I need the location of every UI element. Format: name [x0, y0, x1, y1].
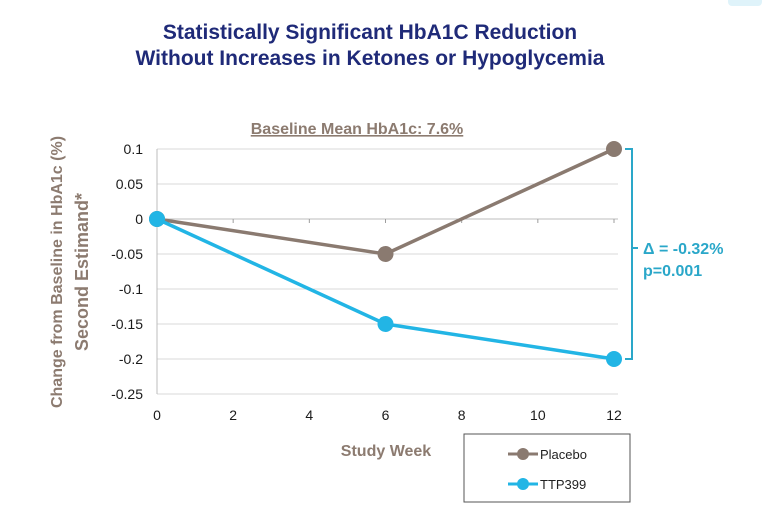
series — [149, 141, 622, 367]
y-tick-label: -0.2 — [119, 351, 143, 367]
chart-title-line-1: Statistically Significant HbA1C Reductio… — [162, 21, 578, 44]
legend-placebo-label: Placebo — [540, 447, 587, 462]
corner-decoration — [728, 0, 762, 6]
y-axis-title: Change from Baseline in HbA1c (%) — [49, 136, 66, 408]
y-axis-subtitle: Second Estimand* — [72, 193, 92, 351]
y-tick-label: 0.05 — [116, 176, 143, 192]
x-tick-label: 8 — [458, 407, 466, 423]
chart-title: Statistically Significant HbA1C Reductio… — [0, 20, 740, 72]
placebo-line — [156, 147, 615, 256]
chart-title-line-2: Without Increases in Ketones or Hypoglyc… — [135, 47, 605, 70]
y-tick-label: -0.25 — [111, 386, 143, 402]
legend-ttp399-label: TTP399 — [540, 477, 586, 492]
gridlines — [157, 148, 618, 395]
axes: 0.1 0.05 0 -0.05 -0.1 -0.15 -0.2 -0.25 0 2 4 6 8 10 12 — [111, 141, 622, 423]
y-tick-label: -0.15 — [111, 316, 143, 332]
placebo-point — [377, 246, 394, 262]
ttp399-point — [377, 316, 394, 332]
legend-placebo-marker — [517, 448, 529, 460]
x-tick-label: 2 — [229, 407, 237, 423]
placebo-point — [606, 141, 622, 157]
y-tick-label: 0 — [135, 211, 143, 227]
y-tick-label: -0.1 — [119, 281, 143, 297]
p-value-annotation: p=0.001 — [643, 263, 702, 280]
baseline-subtitle: Baseline Mean HbA1c: 7.6% — [251, 121, 464, 138]
y-tick-label: -0.05 — [111, 246, 143, 262]
ttp399-point — [149, 211, 165, 227]
legend-ttp399-marker — [517, 478, 529, 490]
difference-bracket — [625, 148, 633, 360]
y-tick-label: 0.1 — [124, 141, 144, 157]
x-tick-label: 0 — [153, 407, 161, 423]
ttp399-point — [606, 351, 622, 367]
x-tick-label: 6 — [382, 407, 390, 423]
legend-box — [463, 433, 631, 503]
delta-annotation: Δ = -0.32% — [643, 241, 723, 258]
x-axis-title: Study Week — [341, 443, 432, 460]
x-tick-label: 12 — [606, 407, 622, 423]
x-tick-label: 10 — [530, 407, 546, 423]
x-tick-label: 4 — [305, 407, 313, 423]
legend: Placebo TTP399 — [463, 433, 631, 503]
